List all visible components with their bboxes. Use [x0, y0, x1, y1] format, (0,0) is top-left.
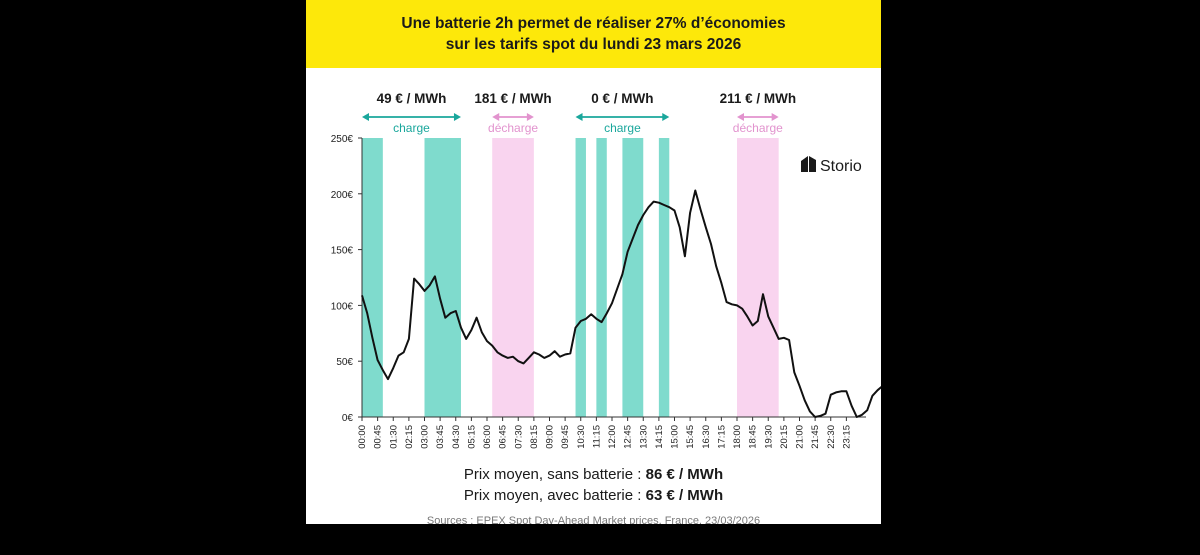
chart-card: Une batterie 2h permet de réaliser 27% d… [306, 0, 881, 524]
annotation-label-3: décharge [733, 121, 783, 135]
x-tick-label-15: 11:15 [591, 425, 602, 448]
series-line-spot-price [361, 189, 881, 418]
x-tick-label-5: 03:45 [435, 425, 446, 449]
annotation-arrow-head-left-1 [492, 113, 500, 121]
x-tick-label-25: 18:45 [748, 425, 759, 449]
x-tick-label-11: 08:15 [529, 425, 540, 449]
x-tick-label-0: 00:00 [357, 425, 368, 449]
band-charge-5 [622, 138, 644, 417]
y-tick-label-4: 200€ [331, 190, 354, 201]
x-tick-label-7: 05:15 [466, 425, 477, 449]
x-tick-label-31: 23:15 [841, 425, 852, 449]
annotation-price-2: 0 € / MWh [591, 91, 653, 106]
annotation-arrow-head-right-3 [771, 113, 779, 121]
x-tick-label-21: 15:45 [685, 425, 696, 449]
annotation-arrow-head-right-0 [453, 113, 461, 121]
x-tick-label-10: 07:30 [513, 425, 524, 449]
annotation-arrow-head-left-2 [575, 113, 583, 121]
annotation-label-0: charge [393, 121, 430, 135]
x-tick-label-14: 10:30 [576, 425, 587, 449]
avg-price-without-battery: Prix moyen, sans batterie : 86 € / MWh [306, 466, 881, 483]
x-tick-label-9: 06:45 [498, 425, 509, 449]
bands-layer [362, 138, 779, 417]
annotation-label-2: charge [604, 121, 641, 135]
x-tick-label-26: 19:30 [763, 425, 774, 449]
price-chart: 0€ 50€ 100€ 150€ 200€ 250€ 00:00 00:45 01:30 02:1… [331, 91, 881, 449]
annotation-arrow-head-right-1 [526, 113, 534, 121]
y-tick-label-2: 100€ [331, 301, 354, 312]
annotations-layer: 49 € / MWh charge 181 € / MWh décharge 0 € /… [362, 91, 796, 135]
title-banner: Une batterie 2h permet de réaliser 27% d… [306, 0, 881, 68]
band-charge-6 [658, 138, 670, 417]
axes-layer: 0€ 50€ 100€ 150€ 200€ 250€ 00:00 00:45 01:30 02:1… [331, 134, 866, 449]
x-tick-label-8: 06:00 [482, 425, 493, 449]
series-layer [361, 189, 881, 418]
band-charge-1 [424, 138, 461, 417]
band-charge-4 [596, 138, 607, 417]
band-decharge-7 [737, 138, 779, 417]
annotation-arrow-head-left-0 [362, 113, 369, 121]
avg-with-value: 63 € / MWh [645, 487, 724, 504]
x-tick-label-24: 18:00 [732, 425, 743, 449]
avg-without-label: Prix moyen, sans batterie : [463, 466, 646, 483]
avg-without-value: 86 € / MWh [645, 466, 724, 483]
x-tick-label-27: 20:15 [779, 425, 790, 449]
y-tick-label-0: 0€ [342, 413, 354, 424]
x-tick-label-13: 09:45 [560, 425, 571, 449]
x-tick-label-30: 22:30 [826, 425, 837, 449]
annotation-arrow-head-right-2 [662, 113, 670, 121]
annotation-price-3: 211 € / MWh [720, 91, 797, 106]
x-tick-label-23: 17:15 [716, 425, 727, 449]
storio-logo-icon [801, 156, 816, 172]
title-line-1: Une batterie 2h permet de réaliser 27% d… [401, 15, 786, 32]
annotation-label-1: décharge [488, 121, 538, 135]
x-tick-label-20: 15:00 [670, 425, 681, 449]
source-note: Sources : EPEX Spot Day-Ahead Market pri… [426, 515, 761, 524]
x-tick-label-6: 04:30 [451, 425, 462, 449]
x-tick-label-4: 03:00 [420, 425, 431, 449]
avg-with-label: Prix moyen, avec batterie : [463, 487, 646, 504]
x-tick-label-22: 16:30 [701, 425, 712, 449]
annotation-price-0: 49 € / MWh [377, 91, 447, 106]
annotation-arrow-head-left-3 [737, 113, 744, 121]
title-line-2: sur les tarifs spot du lundi 23 mars 202… [445, 36, 742, 53]
x-tick-label-16: 12:00 [607, 425, 618, 449]
x-tick-label-28: 21:00 [795, 425, 806, 449]
avg-price-with-battery: Prix moyen, avec batterie : 63 € / MWh [306, 487, 881, 504]
band-decharge-2 [492, 138, 534, 417]
y-tick-label-3: 150€ [331, 246, 354, 257]
y-tick-label-5: 250€ [331, 134, 354, 145]
x-tick-label-29: 21:45 [810, 425, 821, 449]
brand-logo: Storio [801, 156, 862, 175]
band-charge-3 [575, 138, 586, 417]
x-tick-label-3: 02:15 [404, 425, 415, 449]
x-tick-label-2: 01:30 [388, 425, 399, 449]
x-tick-label-17: 12:45 [623, 425, 634, 449]
x-tick-label-19: 14:15 [654, 425, 665, 449]
y-tick-label-1: 50€ [336, 357, 353, 368]
brand-name: Storio [820, 158, 862, 175]
annotation-price-1: 181 € / MWh [474, 91, 551, 106]
x-tick-label-1: 00:45 [373, 425, 384, 449]
x-tick-label-18: 13:30 [638, 425, 649, 449]
x-tick-label-12: 09:00 [545, 425, 556, 449]
band-charge-0 [362, 138, 383, 417]
